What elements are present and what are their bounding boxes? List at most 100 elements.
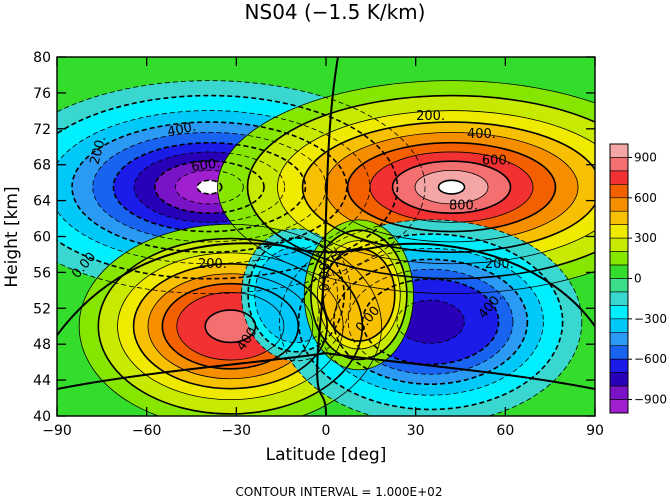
colorbar-segment — [609, 184, 629, 199]
x-tick-label: 30 — [407, 423, 425, 439]
colorbar-segment — [609, 197, 629, 212]
contour-line-pos-100 — [78, 223, 382, 416]
contour-line-pos-700 — [176, 292, 285, 361]
contour-line-neg-600 — [112, 141, 307, 233]
y-axis-label: Height [km] — [2, 186, 22, 287]
x-tick-label: 60 — [496, 423, 514, 439]
contour-label: 800. — [449, 199, 478, 214]
colorbar-label: −600 — [634, 352, 667, 366]
contour-line-pos-900 — [414, 169, 489, 205]
y-tick-label: 72 — [33, 122, 51, 138]
zero-contour-line — [57, 242, 595, 336]
zero-contour-line — [57, 352, 595, 391]
colorbar-segment — [609, 318, 629, 333]
x-tick-label: −30 — [222, 423, 252, 439]
contour-label-group-item: 200. — [485, 257, 514, 272]
colorbar-segment — [609, 237, 629, 252]
contour-fill-neg-700 — [396, 300, 465, 344]
contour-line-neg-900 — [175, 169, 244, 205]
contour-fill-neg-1000 — [197, 180, 222, 194]
colorbar-segment — [609, 157, 629, 172]
contour-label-group-item: 400. — [467, 127, 496, 142]
contour-label: 200. — [87, 134, 109, 166]
colorbar-segment — [609, 143, 629, 158]
colorbar-segment — [609, 264, 629, 279]
contour-line-neg-200 — [57, 94, 399, 280]
contour-line-neg-300 — [317, 247, 544, 396]
y-tick-label: 56 — [33, 265, 51, 281]
contour-line-pos-700 — [369, 151, 534, 223]
y-tick-label: 68 — [33, 158, 51, 174]
x-axis-label: Latitude [deg] — [266, 445, 387, 465]
contour-line-neg-300 — [254, 246, 338, 344]
colorbar-segment — [609, 331, 629, 347]
colorbar-label: −900 — [634, 393, 667, 407]
contour-label-group-item: 600. — [482, 154, 511, 169]
contour-label: 200. — [485, 257, 514, 272]
colorbar-label: 600 — [634, 191, 657, 205]
contour-line-pos-200 — [310, 229, 408, 361]
contour-line-neg-600 — [361, 278, 500, 366]
contour-label: 200. — [198, 257, 227, 272]
y-tick-label: 52 — [33, 301, 51, 317]
contour-line-pos-300 — [117, 252, 344, 401]
contour-line-pos-300 — [277, 110, 595, 265]
chart-title: NS04 (−1.5 K/km) — [245, 0, 426, 24]
colorbar-label: −300 — [634, 312, 667, 326]
contour-line-neg-200 — [247, 237, 345, 353]
contour-line-pos-100 — [303, 219, 414, 371]
contour-label-group-item: 200. — [87, 134, 109, 166]
colorbar-label: 300 — [634, 231, 657, 245]
colorbar-segment — [609, 358, 629, 373]
contour-label-group-item: 200. — [416, 109, 445, 124]
contour-label-group-item: 0.00 — [318, 262, 333, 291]
x-axis: −90 −60 −30 0 30 60 90 — [42, 57, 604, 439]
contour-fill-group — [57, 80, 595, 416]
contour-line-group — [57, 57, 595, 416]
colorbar-segment — [609, 224, 629, 239]
colorbar-segment — [609, 278, 629, 293]
contour-line-pos-500 — [324, 131, 579, 243]
colorbar-segment — [609, 372, 629, 387]
contour-line-pos-100 — [217, 80, 595, 295]
contour-line-neg-700 — [133, 151, 286, 223]
y-tick-label: 76 — [33, 86, 51, 102]
contour-label: 0.00 — [318, 262, 333, 291]
contour-line-neg-400 — [333, 258, 529, 385]
contour-line-neg-700 — [396, 299, 465, 344]
y-tick-label: 40 — [33, 409, 51, 425]
contour-label: 400. — [467, 127, 496, 142]
y-tick-label: 44 — [33, 373, 51, 389]
contour-line-pos-200 — [246, 94, 595, 280]
colorbar: 900 600 300 0 −300 −600 −900 — [609, 143, 667, 414]
contour-line-pos-600 — [346, 141, 557, 233]
contour-interval-note: CONTOUR INTERVAL = 1.000E+02 — [236, 485, 443, 499]
colorbar-segment — [609, 170, 629, 185]
contour-line-neg-100 — [57, 80, 426, 295]
contour-line-pos-400 — [301, 121, 595, 254]
contour-line-neg-1000 — [196, 179, 223, 195]
colorbar-segment — [609, 399, 629, 414]
contour-label: 200. — [416, 109, 445, 124]
contour-label-group-item: 400. — [166, 120, 197, 141]
x-tick-label: 90 — [586, 423, 604, 439]
colorbar-segment — [609, 345, 629, 360]
y-tick-label: 48 — [33, 337, 51, 353]
contour-label-group-item: 600. — [191, 156, 222, 175]
contour-line-pos-1000 — [437, 179, 466, 195]
colorbar-segment — [609, 251, 629, 266]
contour-label-group-item: 800. — [449, 199, 478, 214]
contour-line-neg-200 — [297, 233, 564, 411]
x-tick-label: 0 — [322, 423, 331, 439]
contour-fill-pos-1000 — [438, 180, 465, 194]
x-tick-label: −90 — [42, 423, 72, 439]
contour-label: 600. — [191, 156, 222, 175]
contour-label: 600. — [482, 154, 511, 169]
contour-line-pos-800 — [391, 160, 512, 214]
colorbar-segment — [609, 291, 629, 306]
contour-label-group-item: 200. — [198, 257, 227, 272]
colorbar-label: 900 — [634, 150, 657, 164]
contour-line-neg-100 — [241, 228, 352, 362]
contour-label: 400. — [166, 120, 197, 141]
